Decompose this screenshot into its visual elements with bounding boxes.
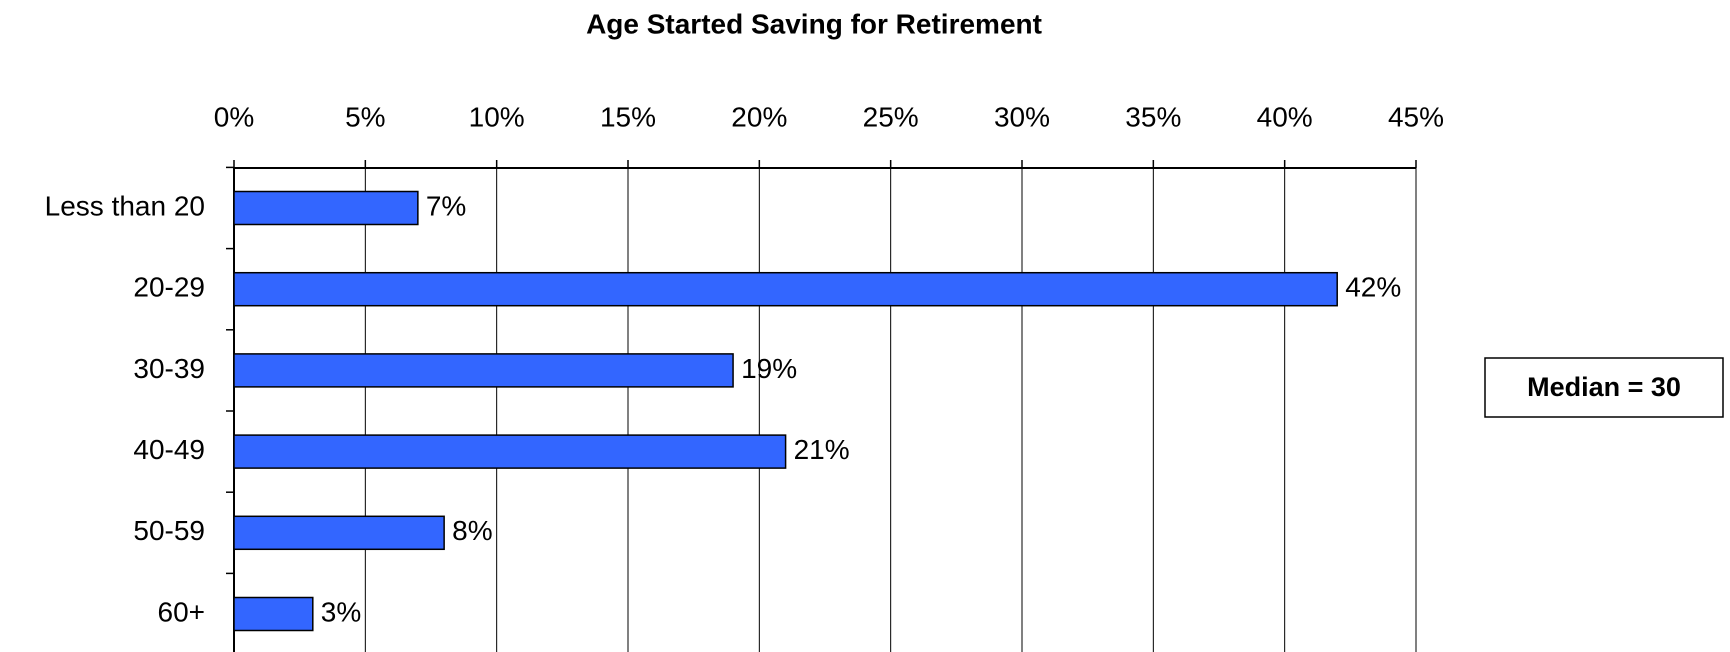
data-label: 8% bbox=[452, 515, 492, 546]
chart-title: Age Started Saving for Retirement bbox=[586, 8, 1042, 39]
x-tick-label: 20% bbox=[731, 101, 787, 132]
bar bbox=[233, 271, 1338, 307]
y-tick-label: 30-39 bbox=[133, 353, 205, 384]
y-tick-label: 20-29 bbox=[133, 272, 205, 303]
x-tick-label: 35% bbox=[1125, 101, 1181, 132]
data-label: 42% bbox=[1345, 272, 1401, 303]
y-tick-label: Less than 20 bbox=[45, 190, 205, 221]
x-tick-label: 5% bbox=[345, 101, 385, 132]
data-label: 3% bbox=[321, 596, 361, 627]
bar bbox=[233, 190, 419, 226]
x-tick-label: 15% bbox=[600, 101, 656, 132]
bar bbox=[233, 434, 787, 469]
annotation-box bbox=[1484, 357, 1724, 418]
bar bbox=[233, 596, 314, 632]
annotation: Median = 30 bbox=[1527, 372, 1681, 402]
data-label: 7% bbox=[426, 190, 466, 221]
x-tick-label: 0% bbox=[214, 101, 254, 132]
bar bbox=[233, 515, 445, 551]
y-tick-label: 50-59 bbox=[133, 515, 205, 546]
x-tick-label: 40% bbox=[1257, 101, 1313, 132]
data-label: 21% bbox=[794, 434, 850, 465]
x-tick-label: 45% bbox=[1388, 101, 1444, 132]
y-tick-label: 40-49 bbox=[133, 434, 205, 465]
bar bbox=[233, 353, 734, 388]
y-tick-label: 60+ bbox=[158, 596, 206, 627]
x-tick-label: 30% bbox=[994, 101, 1050, 132]
x-tick-label: 10% bbox=[469, 101, 525, 132]
data-label: 19% bbox=[741, 353, 797, 384]
x-tick-label: 25% bbox=[863, 101, 919, 132]
